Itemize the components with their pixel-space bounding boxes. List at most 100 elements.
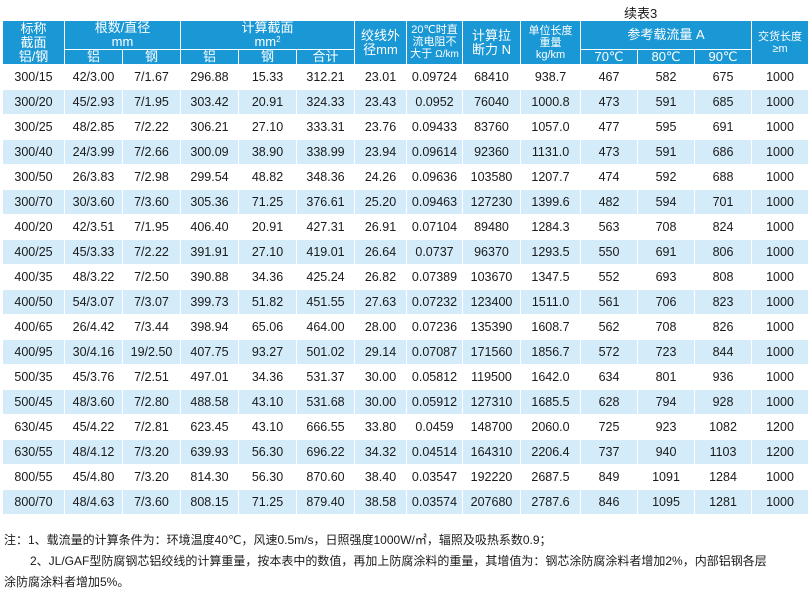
table-cell: 7/2.22: [122, 239, 181, 265]
table-cell: 103670: [462, 264, 521, 290]
table-cell: 24.26: [354, 164, 407, 190]
table-cell: 45/3.33: [64, 239, 123, 265]
table-cell: 794: [637, 389, 695, 415]
table-cell: 7/3.20: [122, 464, 181, 490]
table-cell: 1000: [751, 214, 810, 240]
table-continuation-caption: 续表3: [624, 6, 658, 21]
table-cell: 348.36: [296, 164, 355, 190]
header-weight-line2: 重量: [539, 36, 562, 49]
table-cell: 45/3.76: [64, 364, 123, 390]
table-cell: 0.07104: [406, 214, 463, 240]
table-cell: 48/4.63: [64, 489, 123, 515]
table-cell: 33.80: [354, 414, 407, 440]
table-cell: 24/3.99: [64, 139, 123, 165]
table-cell: 400/50: [2, 289, 65, 315]
header-dcr-unit: Ω/km: [435, 49, 459, 60]
table-cell: 400/65: [2, 314, 65, 340]
table-cell: 299.54: [180, 164, 239, 190]
table-row: 300/15 42/3.00 7/1.67 296.88 15.33 312.21 23.0…: [2, 64, 810, 90]
table-cell: 801: [637, 364, 695, 390]
header-area-line1: 计算截面: [241, 20, 294, 35]
table-cell: 300/25: [2, 114, 65, 140]
header-dc-resistance: 20℃时直 流电阻不 大于 Ω/km: [406, 20, 463, 65]
table-cell: 737: [580, 439, 638, 465]
table-cell: 500/35: [2, 364, 65, 390]
table-cell: 27.63: [354, 289, 407, 315]
table-cell: 1000: [751, 264, 810, 290]
table-cell: 26/4.42: [64, 314, 123, 340]
header-area-unit: mm2: [182, 34, 354, 49]
table-cell: 7/1.95: [122, 214, 181, 240]
header-amp-70: 70℃: [580, 49, 638, 65]
table-cell: 563: [580, 214, 638, 240]
table-cell: 800/70: [2, 489, 65, 515]
table-cell: 500/45: [2, 389, 65, 415]
header-dcr-line3-text: 大于: [410, 48, 433, 60]
table-cell: 123400: [462, 289, 521, 315]
table-cell: 71.25: [238, 189, 297, 215]
table-cell: 390.88: [180, 264, 239, 290]
header-strands-line1: 根数/直径: [94, 20, 151, 35]
table-cell: 2687.5: [520, 464, 581, 490]
table-cell: 48/4.12: [64, 439, 123, 465]
table-cell: 0.09636: [406, 164, 463, 190]
table-row: 800/55 45/4.80 7/3.20 814.30 56.30 870.60 38.4…: [2, 464, 810, 490]
table-cell: 391.91: [180, 239, 239, 265]
table-cell: 51.82: [238, 289, 297, 315]
table-cell: 488.58: [180, 389, 239, 415]
table-cell: 68410: [462, 64, 521, 90]
table-cell: 19/2.50: [122, 339, 181, 365]
table-cell: 591: [637, 139, 695, 165]
table-cell: 48/2.85: [64, 114, 123, 140]
table-cell: 0.07236: [406, 314, 463, 340]
table-cell: 23.76: [354, 114, 407, 140]
table-cell: 306.21: [180, 114, 239, 140]
table-cell: 497.01: [180, 364, 239, 390]
header-area-unit-base: mm: [254, 34, 277, 49]
table-cell: 25.20: [354, 189, 407, 215]
header-delivery-length: 交货长度 ≥m: [751, 20, 810, 65]
table-cell: 54/3.07: [64, 289, 123, 315]
table-row: 400/20 42/3.51 7/1.95 406.40 20.91 427.31 26.9…: [2, 214, 810, 240]
table-cell: 800/55: [2, 464, 65, 490]
table-cell: 407.75: [180, 339, 239, 365]
header-dcr-line1: 20℃时直: [411, 24, 458, 36]
table-cell: 7/1.95: [122, 89, 181, 115]
table-cell: 1207.7: [520, 164, 581, 190]
table-cell: 2787.6: [520, 489, 581, 515]
table-cell: 23.43: [354, 89, 407, 115]
header-strand-steel: 钢: [122, 49, 181, 65]
table-cell: 723: [637, 339, 695, 365]
header-strands-line2: mm: [111, 34, 134, 49]
table-cell: 814.30: [180, 464, 239, 490]
table-header: 标称 截面 铝/钢 根数/直径 mm 计算截面 mm2 绞线外 径mm 20℃时…: [2, 20, 810, 65]
table-cell: 531.37: [296, 364, 355, 390]
table-cell: 1000: [751, 489, 810, 515]
header-spec-line2: 截面: [20, 34, 47, 50]
table-cell: 71.25: [238, 489, 297, 515]
table-cell: 630/45: [2, 414, 65, 440]
table-cell: 474: [580, 164, 638, 190]
header-od-line2: 径mm: [363, 41, 398, 57]
table-cell: 1347.5: [520, 264, 581, 290]
table-row: 400/50 54/3.07 7/3.07 399.73 51.82 451.55 27.6…: [2, 289, 810, 315]
table-cell: 89480: [462, 214, 521, 240]
table-cell: 0.09614: [406, 139, 463, 165]
table-cell: 938.7: [520, 64, 581, 90]
table-cell: 56.30: [238, 464, 297, 490]
table-cell: 1000: [751, 164, 810, 190]
table-cell: 7/2.51: [122, 364, 181, 390]
table-cell: 0.07389: [406, 264, 463, 290]
table-cell: 531.68: [296, 389, 355, 415]
table-cell: 1131.0: [520, 139, 581, 165]
table-cell: 427.31: [296, 214, 355, 240]
table-cell: 808.15: [180, 489, 239, 515]
table-cell: 693: [637, 264, 695, 290]
header-rts-line2: 断力 N: [471, 41, 511, 57]
table-cell: 26.64: [354, 239, 407, 265]
table-row: 400/35 48/3.22 7/2.50 390.88 34.36 425.24 26.8…: [2, 264, 810, 290]
table-cell: 45/4.80: [64, 464, 123, 490]
table-cell: 923: [637, 414, 695, 440]
table-cell: 844: [693, 339, 753, 365]
header-od: 绞线外 径mm: [354, 20, 407, 65]
